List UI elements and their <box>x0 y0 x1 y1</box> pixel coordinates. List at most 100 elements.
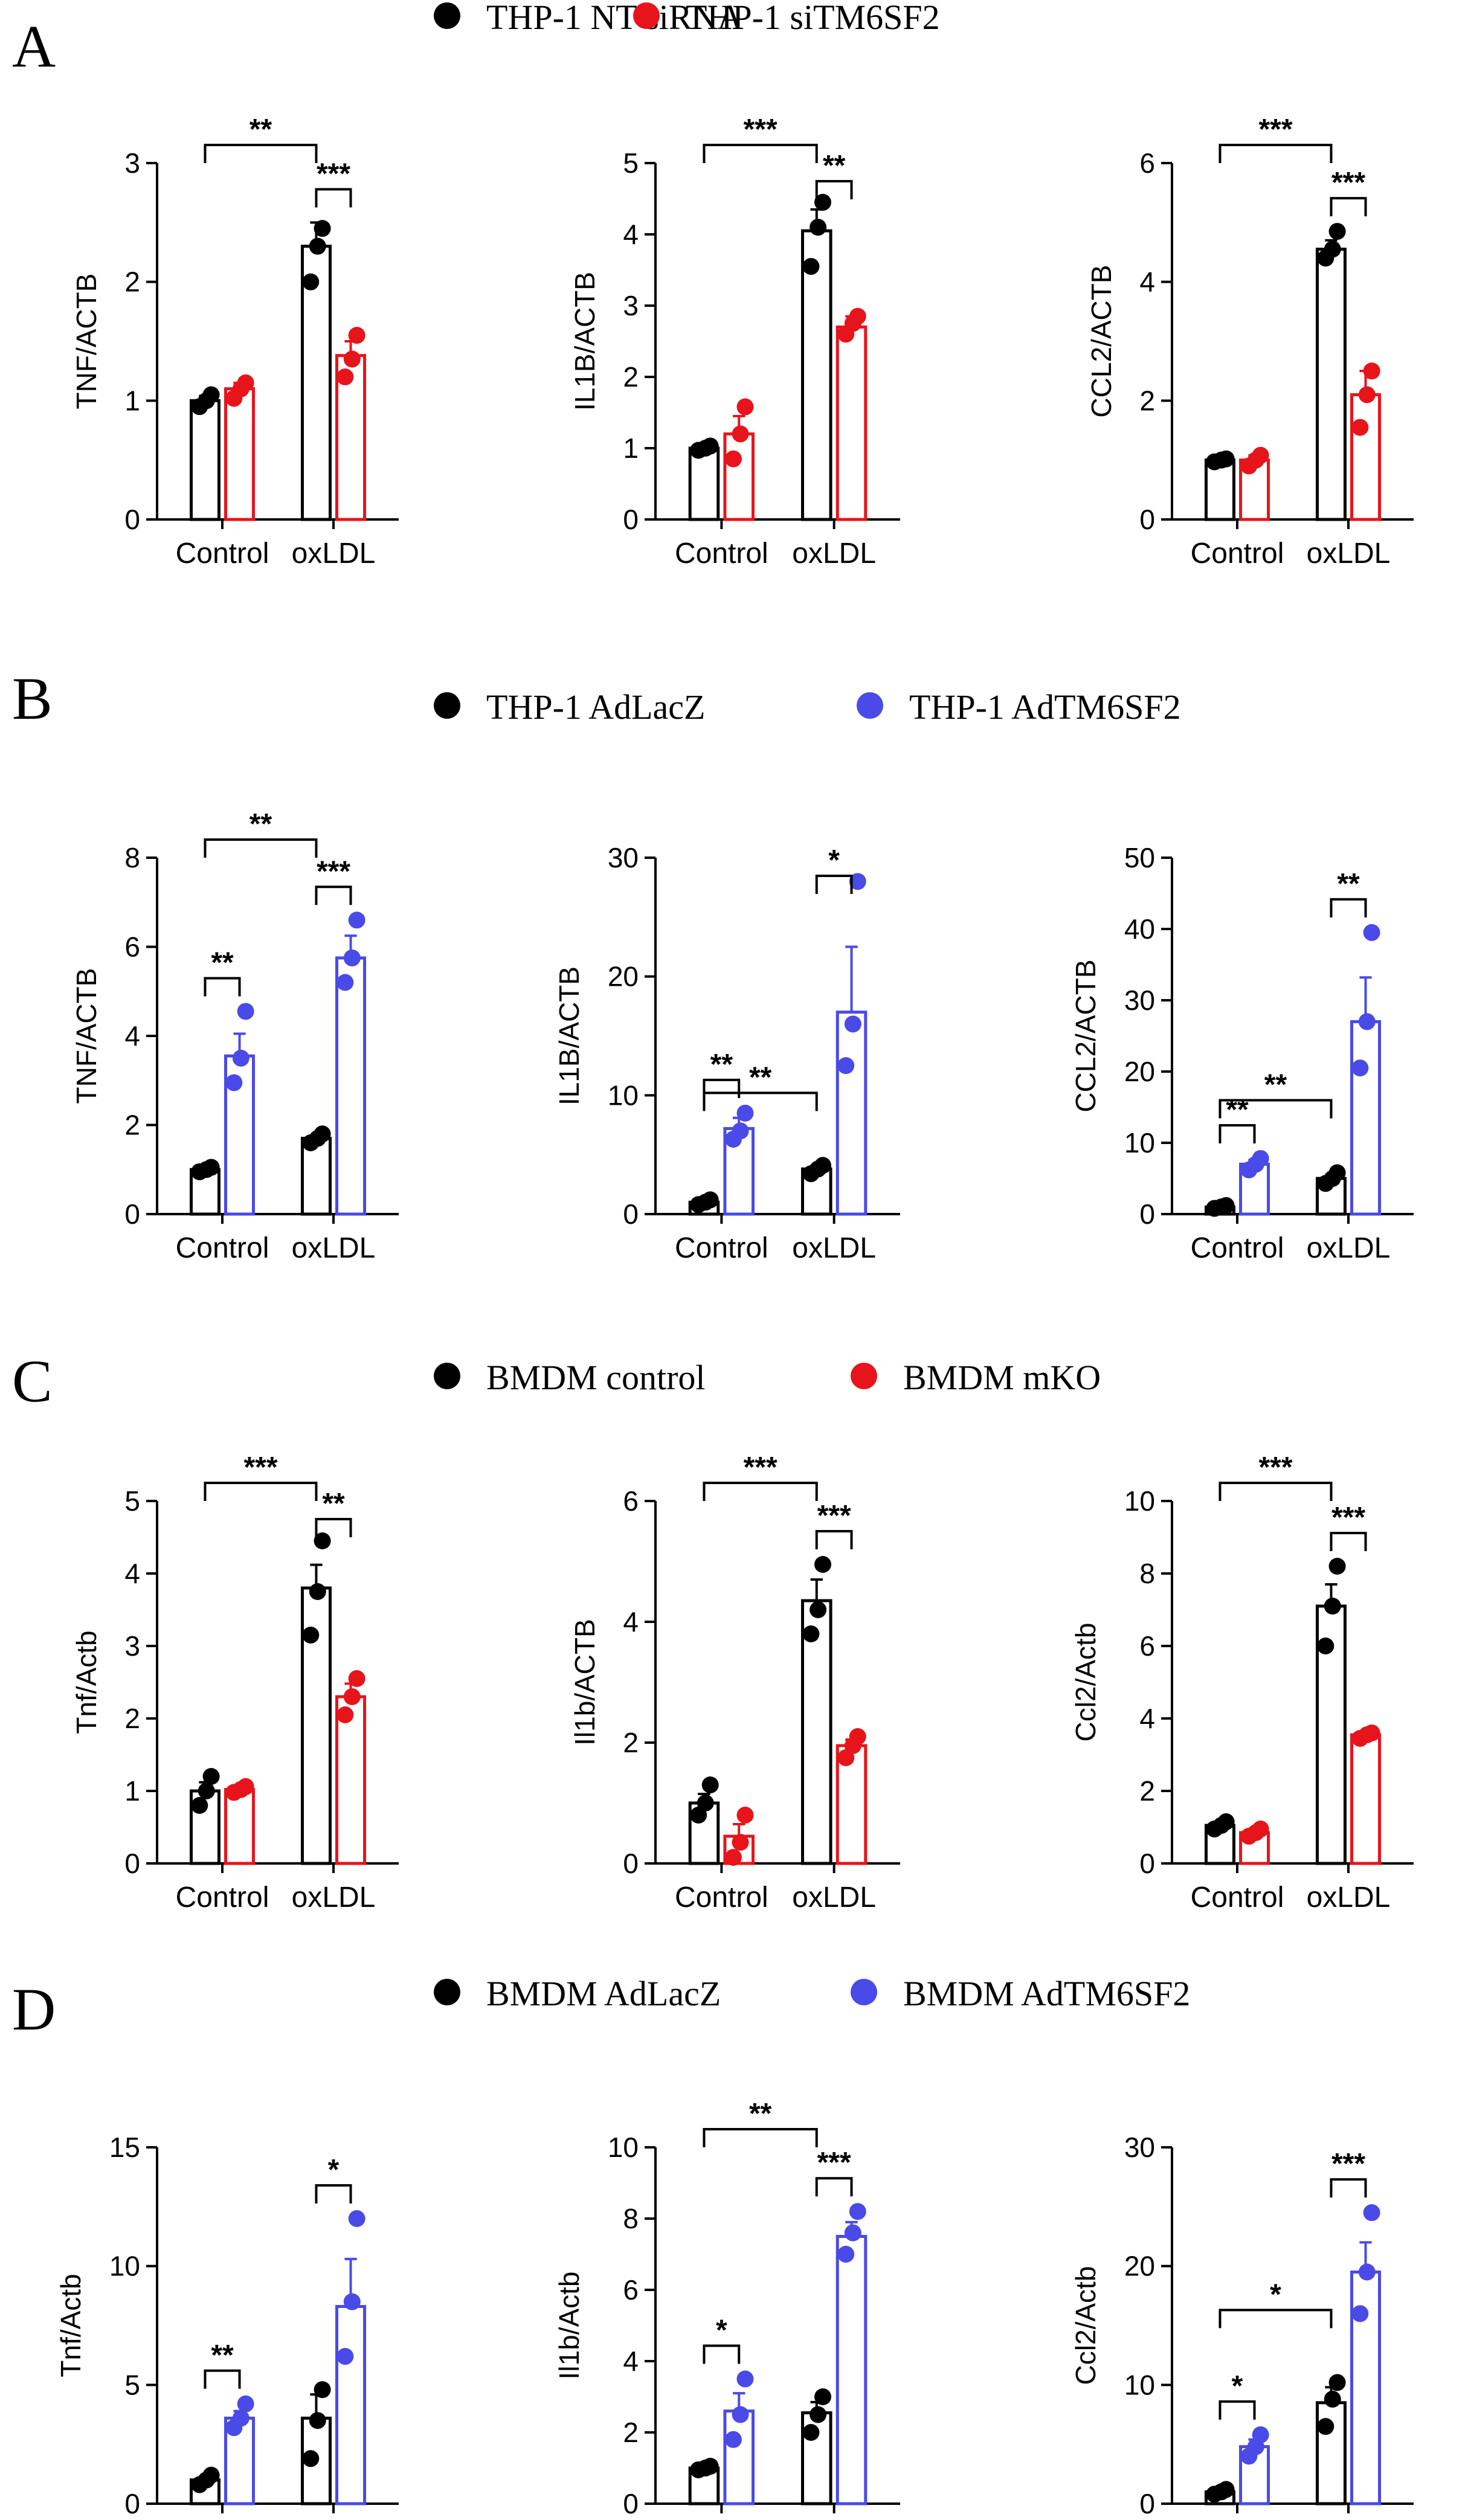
y-tick-label: 40 <box>1124 913 1155 945</box>
legend-marker <box>633 2 660 29</box>
chart-ccl2-actb: 0 2 4 6 CCL2/ACTB Control oxLDL *** *** <box>1086 114 1414 570</box>
data-point <box>232 1049 249 1067</box>
data-point <box>1324 2390 1341 2408</box>
significance-bracket <box>1219 2400 1256 2420</box>
panel-c: C BMDM control BMDM mKO 0 1 2 3 4 5 Tnf/Actb Contr… <box>12 1348 1414 1914</box>
significance-bracket <box>1219 1099 1333 1119</box>
data-point <box>724 2431 742 2448</box>
data-point <box>309 237 326 255</box>
data-point <box>814 1157 832 1174</box>
significance-label: * <box>328 2154 340 2186</box>
significance-label: ** <box>322 1488 345 1520</box>
data-point <box>1252 446 1269 464</box>
data-point <box>237 2395 254 2412</box>
y-tick-label: 0 <box>623 2488 639 2519</box>
bar <box>835 1011 868 1216</box>
data-point <box>736 2370 754 2388</box>
y-axis-label: Ccl2/Actb <box>1070 2266 1101 2385</box>
y-axis-label: Ccl2/Actb <box>1070 1623 1101 1742</box>
significance-label: *** <box>817 1500 851 1532</box>
significance-bracket <box>703 144 818 163</box>
data-point <box>849 1728 866 1745</box>
significance-label: *** <box>1331 167 1365 199</box>
x-tick-label: oxLDL <box>292 1882 376 1914</box>
data-point <box>1217 1197 1235 1214</box>
significance-label: * <box>1270 2278 1281 2310</box>
data-point <box>202 1159 220 1176</box>
y-tick-label: 0 <box>1139 504 1155 535</box>
significance-bracket <box>703 2344 741 2364</box>
bar <box>224 387 256 521</box>
data-point <box>1317 1638 1334 1654</box>
significance-label: * <box>1232 2370 1243 2402</box>
data-point <box>314 1532 331 1549</box>
bar <box>723 432 755 521</box>
data-point <box>336 1706 354 1723</box>
bar <box>335 2305 367 2506</box>
y-tick-label: 0 <box>1139 2488 1155 2519</box>
data-point <box>1328 223 1346 240</box>
legend-marker <box>434 1363 460 1389</box>
data-point <box>732 425 749 443</box>
data-point <box>1328 1558 1346 1575</box>
data-point <box>736 1807 754 1824</box>
bar <box>335 956 367 1216</box>
significance-bracket <box>1330 2178 1367 2198</box>
y-axis-label: IL1B/ACTB <box>569 272 600 411</box>
y-tick-label: 10 <box>109 2251 140 2282</box>
data-point <box>343 350 361 368</box>
y-tick-label: 8 <box>124 842 140 873</box>
significance-bracket <box>204 144 318 163</box>
data-point <box>198 1782 215 1799</box>
data-point <box>191 1797 208 1814</box>
data-point <box>1363 2204 1380 2222</box>
x-tick-label: Control <box>675 1882 768 1914</box>
panel-letter: C <box>12 1348 53 1415</box>
data-point <box>849 307 866 325</box>
bar <box>835 2235 868 2506</box>
data-point <box>302 273 320 291</box>
y-tick-label: 0 <box>124 2488 140 2519</box>
data-point <box>343 2293 361 2310</box>
legend-label: BMDM AdTM6SF2 <box>903 1974 1190 2013</box>
bar <box>800 229 832 521</box>
y-tick-label: 30 <box>1124 2132 1155 2163</box>
significance-label: ** <box>211 947 234 979</box>
data-point <box>348 911 365 929</box>
significance-label: *** <box>1258 114 1292 146</box>
bar <box>835 325 868 521</box>
significance-label: *** <box>744 114 777 146</box>
bar <box>1315 248 1347 521</box>
y-tick-label: 6 <box>124 931 140 963</box>
y-tick-label: 30 <box>1124 985 1155 1016</box>
x-tick-label: oxLDL <box>1307 538 1391 570</box>
data-point <box>1317 2418 1334 2435</box>
significance-bracket <box>1330 898 1367 918</box>
significance-bracket <box>815 875 853 894</box>
significance-label: *** <box>817 2147 851 2179</box>
data-point <box>225 1074 243 1091</box>
y-tick-label: 4 <box>1139 1703 1155 1734</box>
significance-bracket <box>703 1091 818 1111</box>
y-tick-label: 3 <box>623 290 639 321</box>
data-point <box>1328 1164 1346 1181</box>
data-point <box>810 1601 827 1618</box>
y-tick-label: 2 <box>124 1703 140 1734</box>
legend: BMDM control BMDM mKO <box>434 1358 1101 1397</box>
x-tick-label: oxLDL <box>792 538 876 570</box>
significance-bracket <box>1219 1482 1333 1501</box>
bar <box>189 399 221 521</box>
data-point <box>1252 1821 1269 1837</box>
data-point <box>1363 1724 1380 1741</box>
bar <box>688 446 720 521</box>
significance-label: *** <box>1258 1451 1292 1483</box>
y-axis-label: CCL2/ACTB <box>1086 265 1117 417</box>
data-point <box>1252 1149 1269 1167</box>
significance-label: ** <box>1264 1069 1287 1101</box>
y-tick-label: 5 <box>623 147 639 179</box>
